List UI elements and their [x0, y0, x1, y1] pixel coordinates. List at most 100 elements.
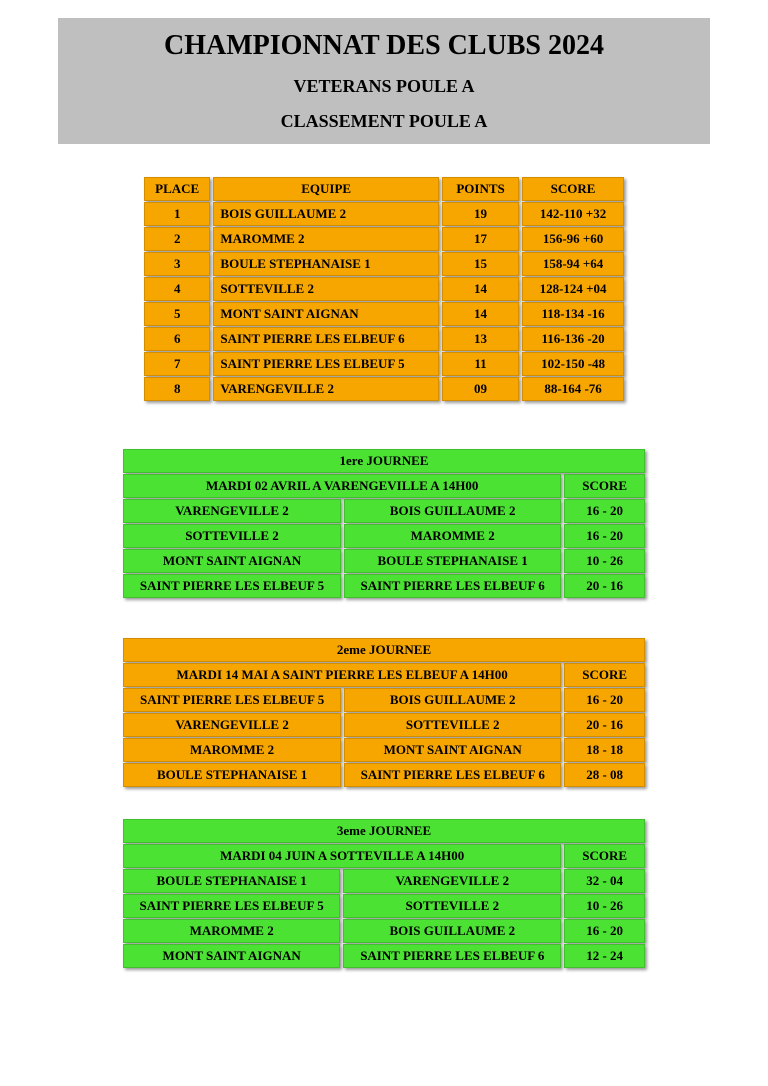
- match-team-b: SAINT PIERRE LES ELBEUF 6: [343, 944, 561, 968]
- match-team-a: SOTTEVILLE 2: [123, 524, 341, 548]
- match-score: 18 - 18: [564, 738, 645, 762]
- cell-score: 118-134 -16: [522, 302, 624, 326]
- cell-place: 6: [144, 327, 210, 351]
- cell-place: 3: [144, 252, 210, 276]
- journee-score-label: SCORE: [564, 844, 645, 868]
- journee-title: 1ere JOURNEE: [123, 449, 645, 473]
- match-score: 10 - 26: [564, 549, 645, 573]
- col-score: SCORE: [522, 177, 624, 201]
- match-team-b: MAROMME 2: [344, 524, 561, 548]
- page-header: CHAMPIONNAT DES CLUBS 2024 VETERANS POUL…: [58, 18, 710, 144]
- cell-team: MAROMME 2: [213, 227, 439, 251]
- journee-info: MARDI 14 MAI A SAINT PIERRE LES ELBEUF A…: [123, 663, 561, 687]
- cell-points: 14: [442, 302, 519, 326]
- match-team-b: BOIS GUILLAUME 2: [344, 499, 561, 523]
- journee-info: MARDI 02 AVRIL A VARENGEVILLE A 14H00: [123, 474, 561, 498]
- match-score: 16 - 20: [564, 688, 645, 712]
- journee-title: 2eme JOURNEE: [123, 638, 645, 662]
- match-score: 28 - 08: [564, 763, 645, 787]
- match-row: MONT SAINT AIGNANSAINT PIERRE LES ELBEUF…: [123, 944, 645, 968]
- match-team-a: MONT SAINT AIGNAN: [123, 944, 340, 968]
- cell-place: 8: [144, 377, 210, 401]
- match-row: SAINT PIERRE LES ELBEUF 5BOIS GUILLAUME …: [123, 688, 645, 712]
- cell-points: 19: [442, 202, 519, 226]
- cell-points: 09: [442, 377, 519, 401]
- match-team-b: SAINT PIERRE LES ELBEUF 6: [344, 763, 561, 787]
- match-team-a: SAINT PIERRE LES ELBEUF 5: [123, 894, 340, 918]
- journee-score-label: SCORE: [564, 474, 645, 498]
- match-row: BOULE STEPHANAISE 1SAINT PIERRE LES ELBE…: [123, 763, 645, 787]
- cell-points: 15: [442, 252, 519, 276]
- cell-points: 11: [442, 352, 519, 376]
- standings-header-row: PLACE EQUIPE POINTS SCORE: [144, 177, 624, 201]
- match-team-a: MONT SAINT AIGNAN: [123, 549, 341, 573]
- standings-row: 2MAROMME 217156-96 +60: [144, 227, 624, 251]
- cell-place: 5: [144, 302, 210, 326]
- match-score: 16 - 20: [564, 499, 645, 523]
- match-team-b: SOTTEVILLE 2: [344, 713, 561, 737]
- main-title: CHAMPIONNAT DES CLUBS 2024: [58, 30, 710, 62]
- match-row: VARENGEVILLE 2BOIS GUILLAUME 216 - 20: [123, 499, 645, 523]
- match-score: 16 - 20: [564, 919, 645, 943]
- cell-team: VARENGEVILLE 2: [213, 377, 439, 401]
- cell-place: 2: [144, 227, 210, 251]
- match-row: BOULE STEPHANAISE 1VARENGEVILLE 232 - 04: [123, 869, 645, 893]
- match-team-b: BOIS GUILLAUME 2: [344, 688, 561, 712]
- match-row: SAINT PIERRE LES ELBEUF 5SOTTEVILLE 210 …: [123, 894, 645, 918]
- cell-score: 116-136 -20: [522, 327, 624, 351]
- match-score: 20 - 16: [564, 713, 645, 737]
- cell-score: 142-110 +32: [522, 202, 624, 226]
- match-team-a: SAINT PIERRE LES ELBEUF 5: [123, 688, 341, 712]
- match-row: MONT SAINT AIGNANBOULE STEPHANAISE 110 -…: [123, 549, 645, 573]
- match-score: 20 - 16: [564, 574, 645, 598]
- subtitle-2: CLASSEMENT POULE A: [58, 111, 710, 132]
- journee-info: MARDI 04 JUIN A SOTTEVILLE A 14H00: [123, 844, 561, 868]
- subtitle-1: VETERANS POULE A: [58, 76, 710, 97]
- match-team-a: BOULE STEPHANAISE 1: [123, 763, 341, 787]
- match-row: SAINT PIERRE LES ELBEUF 5SAINT PIERRE LE…: [123, 574, 645, 598]
- cell-team: BOIS GUILLAUME 2: [213, 202, 439, 226]
- match-team-b: VARENGEVILLE 2: [343, 869, 561, 893]
- journee-score-label: SCORE: [564, 663, 645, 687]
- match-row: SOTTEVILLE 2MAROMME 216 - 20: [123, 524, 645, 548]
- match-team-b: MONT SAINT AIGNAN: [344, 738, 561, 762]
- cell-score: 88-164 -76: [522, 377, 624, 401]
- match-team-b: SAINT PIERRE LES ELBEUF 6: [344, 574, 561, 598]
- cell-points: 17: [442, 227, 519, 251]
- match-row: MAROMME 2MONT SAINT AIGNAN18 - 18: [123, 738, 645, 762]
- cell-score: 128-124 +04: [522, 277, 624, 301]
- standings-row: 5MONT SAINT AIGNAN14118-134 -16: [144, 302, 624, 326]
- col-place: PLACE: [144, 177, 210, 201]
- match-team-a: MAROMME 2: [123, 919, 340, 943]
- standings-row: 3BOULE STEPHANAISE 115158-94 +64: [144, 252, 624, 276]
- standings-row: 7SAINT PIERRE LES ELBEUF 511102-150 -48: [144, 352, 624, 376]
- cell-team: SAINT PIERRE LES ELBEUF 6: [213, 327, 439, 351]
- match-score: 10 - 26: [564, 894, 645, 918]
- journee-table: 1ere JOURNEEMARDI 02 AVRIL A VARENGEVILL…: [120, 448, 648, 599]
- standings-table: PLACE EQUIPE POINTS SCORE 1BOIS GUILLAUM…: [141, 176, 627, 402]
- match-score: 16 - 20: [564, 524, 645, 548]
- match-team-a: BOULE STEPHANAISE 1: [123, 869, 340, 893]
- match-team-b: SOTTEVILLE 2: [343, 894, 561, 918]
- match-score: 12 - 24: [564, 944, 645, 968]
- cell-team: SAINT PIERRE LES ELBEUF 5: [213, 352, 439, 376]
- cell-place: 4: [144, 277, 210, 301]
- standings-row: 1BOIS GUILLAUME 219142-110 +32: [144, 202, 624, 226]
- cell-score: 158-94 +64: [522, 252, 624, 276]
- col-team: EQUIPE: [213, 177, 439, 201]
- cell-place: 7: [144, 352, 210, 376]
- cell-points: 13: [442, 327, 519, 351]
- cell-score: 102-150 -48: [522, 352, 624, 376]
- journee-title: 3eme JOURNEE: [123, 819, 645, 843]
- cell-place: 1: [144, 202, 210, 226]
- match-team-a: VARENGEVILLE 2: [123, 499, 341, 523]
- match-row: MAROMME 2BOIS GUILLAUME 216 - 20: [123, 919, 645, 943]
- standings-row: 4SOTTEVILLE 214128-124 +04: [144, 277, 624, 301]
- match-team-b: BOULE STEPHANAISE 1: [344, 549, 561, 573]
- match-team-a: SAINT PIERRE LES ELBEUF 5: [123, 574, 341, 598]
- match-team-a: MAROMME 2: [123, 738, 341, 762]
- standings-row: 8VARENGEVILLE 20988-164 -76: [144, 377, 624, 401]
- content: PLACE EQUIPE POINTS SCORE 1BOIS GUILLAUM…: [0, 176, 768, 1029]
- journee-table: 2eme JOURNEEMARDI 14 MAI A SAINT PIERRE …: [120, 637, 648, 788]
- cell-points: 14: [442, 277, 519, 301]
